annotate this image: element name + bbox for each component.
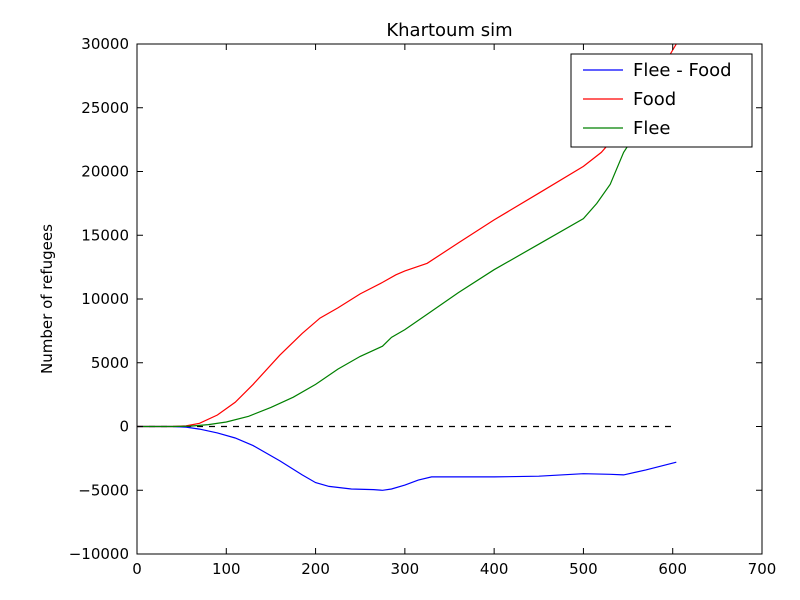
x-tick-label: 400 <box>480 560 509 578</box>
y-tick-label: 15000 <box>81 226 129 244</box>
plot-frame <box>136 43 763 555</box>
y-tick-label: 30000 <box>81 35 129 53</box>
x-tick-label: 300 <box>391 560 420 578</box>
y-tick-label: −10000 <box>69 545 129 563</box>
y-tick-label: 0 <box>119 418 129 436</box>
legend-label: Flee - Food <box>633 60 732 81</box>
y-tick-label: −5000 <box>78 481 129 499</box>
chart-title: Khartoum sim <box>386 20 512 41</box>
y-tick-label: 10000 <box>81 290 129 308</box>
legend: Flee - Food Food Flee <box>570 53 753 148</box>
y-tick-label: 5000 <box>91 354 129 372</box>
y-tick-label: 20000 <box>81 163 129 181</box>
x-tick-label: 700 <box>748 560 777 578</box>
x-tick-label: 500 <box>569 560 598 578</box>
series-line-food <box>137 43 677 428</box>
y-tick-label: 25000 <box>81 99 129 117</box>
x-tick-label: 0 <box>132 560 142 578</box>
legend-label: Food <box>633 89 676 110</box>
series-line-flee <box>137 79 677 428</box>
series-line-flee-food <box>137 425 677 491</box>
x-tick-label: 200 <box>301 560 330 578</box>
y-axis-label: Number of refugees <box>38 224 56 374</box>
legend-label: Flee <box>633 118 671 139</box>
x-tick-label: 600 <box>658 560 687 578</box>
ticks-layer: 0 100 200 300 400 500 600 700 −10000 −5000 0 5000 10… <box>69 35 777 578</box>
x-tick-label: 100 <box>212 560 241 578</box>
series-layer <box>137 43 677 491</box>
